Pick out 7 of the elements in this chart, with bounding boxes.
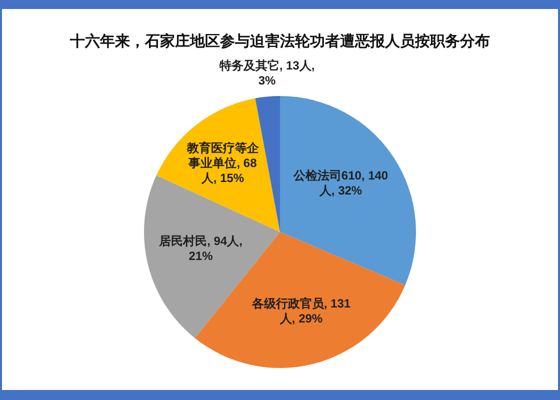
slice-label: 居民村民, 94人, 21% bbox=[158, 234, 242, 264]
slice-label: 教育医疗等企事业单位, 68人, 15% bbox=[186, 140, 260, 185]
chart-title: 十六年来，石家庄地区参与迫害法轮功者遭恶报人员按职务分布 bbox=[69, 32, 490, 50]
slice-label: 公检法司610, 140人, 32% bbox=[292, 168, 388, 198]
slice-label: 各级行政官员, 131人, 29% bbox=[250, 296, 351, 326]
slice-label: 特务及其它, 13人, 3% bbox=[218, 58, 315, 88]
pie-slice bbox=[280, 96, 416, 286]
